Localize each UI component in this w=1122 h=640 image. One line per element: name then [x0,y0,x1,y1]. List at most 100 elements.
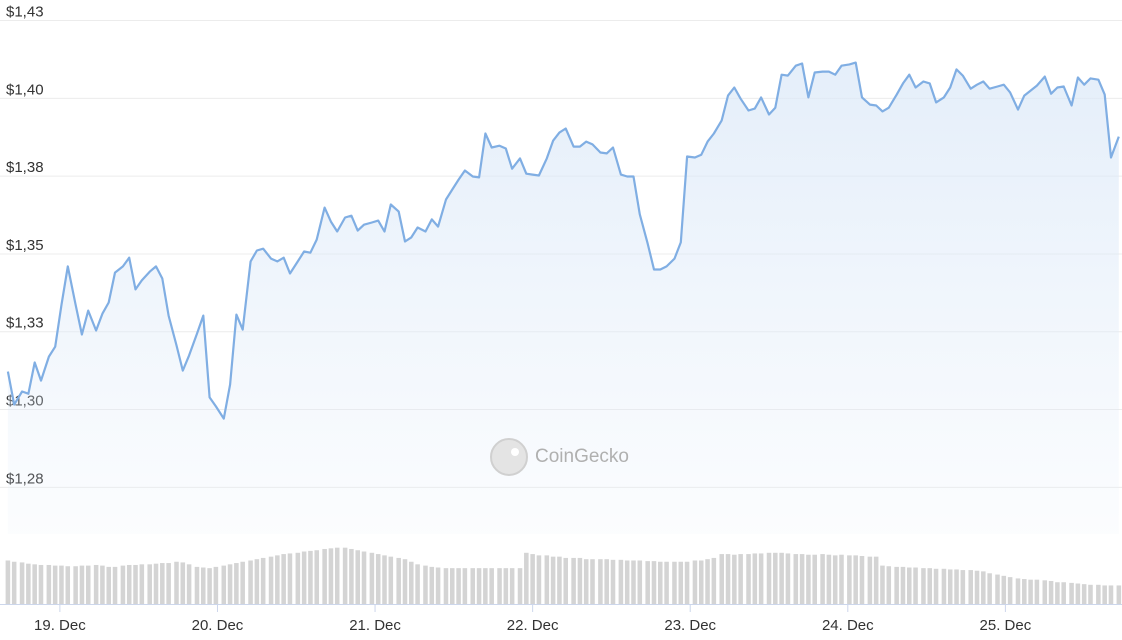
volume-bar [201,567,206,604]
volume-bar [462,568,468,604]
volume-bar [1061,582,1066,604]
volume-bar [497,568,502,604]
volume-bar [880,565,885,604]
x-tick-label: 19. Dec [34,617,86,634]
volume-bar [590,559,595,604]
volume-bar [314,550,320,604]
volume-bar [711,557,717,604]
volume-bar [328,548,334,604]
volume-bar [658,561,663,604]
volume-bar [806,554,811,604]
volume-bar [449,568,455,604]
volume-bar [396,557,401,604]
volume-bar [503,568,509,604]
volume-bar [738,554,743,604]
volume-bar [334,547,340,604]
volume-bar [85,565,91,604]
volume-bar [509,568,515,604]
volume-bar [32,564,37,604]
volume-bar [530,554,535,604]
volume-bar [1096,584,1101,604]
volume-bar [664,561,669,604]
volume-bar [11,561,17,604]
volume-bar [295,552,301,604]
volume-bar [402,559,408,604]
volume-bar [995,574,1000,604]
volume-bar [65,566,71,604]
volume-bar [5,560,11,604]
volume-bar [1048,580,1054,604]
volume-bar [52,565,58,604]
volume-bar [799,554,805,604]
volume-bar [604,559,609,604]
volume-bar [1042,580,1048,604]
volume-bar [38,564,44,604]
y-tick-label: $1,35 [6,237,44,254]
volume-bar [147,564,152,604]
volume-bar [672,561,677,604]
volume-bar [1001,575,1007,604]
volume-bar [820,554,825,604]
volume-bar [268,556,274,604]
volume-bar [678,561,684,604]
volume-bar [120,565,126,604]
volume-bar [563,557,568,604]
volume-bar [968,570,973,604]
volume-bar [476,568,482,604]
volume-bar [974,570,980,604]
volume-bar [536,555,542,604]
volume-bar [894,566,899,604]
volume-bar [1075,583,1081,604]
volume-bar [1034,579,1040,604]
volume-bar [221,565,227,604]
volume-bar [59,565,64,604]
volume-bar [234,563,239,604]
volume-bar [812,554,817,604]
volume-bar [1069,582,1074,604]
volume-bar [987,573,992,604]
volume-bar [342,547,348,604]
volume-bar [369,552,375,604]
volume-bar [126,564,132,604]
volume-bar [826,554,832,604]
volume-bar [112,566,118,604]
volume-bar [684,561,690,604]
volume-bar [524,552,529,604]
volume-bar [160,563,165,604]
y-tick-label: $1,38 [6,159,44,176]
x-tick-label: 23. Dec [664,617,716,634]
volume-bar [705,559,710,604]
volume-bar [583,559,589,604]
volume-bar [557,556,562,604]
volume-bar [698,560,704,604]
volume-bar [166,563,171,604]
volume-bar [93,564,99,604]
volume-bar [544,555,550,604]
volume-bar [631,560,636,604]
volume-bar [435,567,441,604]
volume-bar [349,548,354,604]
volume-bar [483,568,488,604]
x-tick-label: 21. Dec [349,617,401,634]
volume-bar [470,568,476,604]
volume-bar [139,564,145,604]
volume-bar [732,554,737,604]
volume-bar [180,562,186,604]
volume-bar [954,569,959,604]
volume-bar [153,563,159,604]
volume-bar [429,566,435,604]
volume-bar [725,554,731,604]
volume-bar [766,552,772,604]
y-tick-label: $1,40 [6,81,44,98]
volume-bar [1022,579,1027,604]
volume-bar [752,553,758,604]
volume-bar [1015,578,1021,604]
volume-bar [489,568,494,604]
volume-bar [227,564,233,604]
volume-bar [46,564,52,604]
volume-bar [213,566,219,604]
volume-bar [651,561,657,604]
volume-bar [207,568,212,604]
